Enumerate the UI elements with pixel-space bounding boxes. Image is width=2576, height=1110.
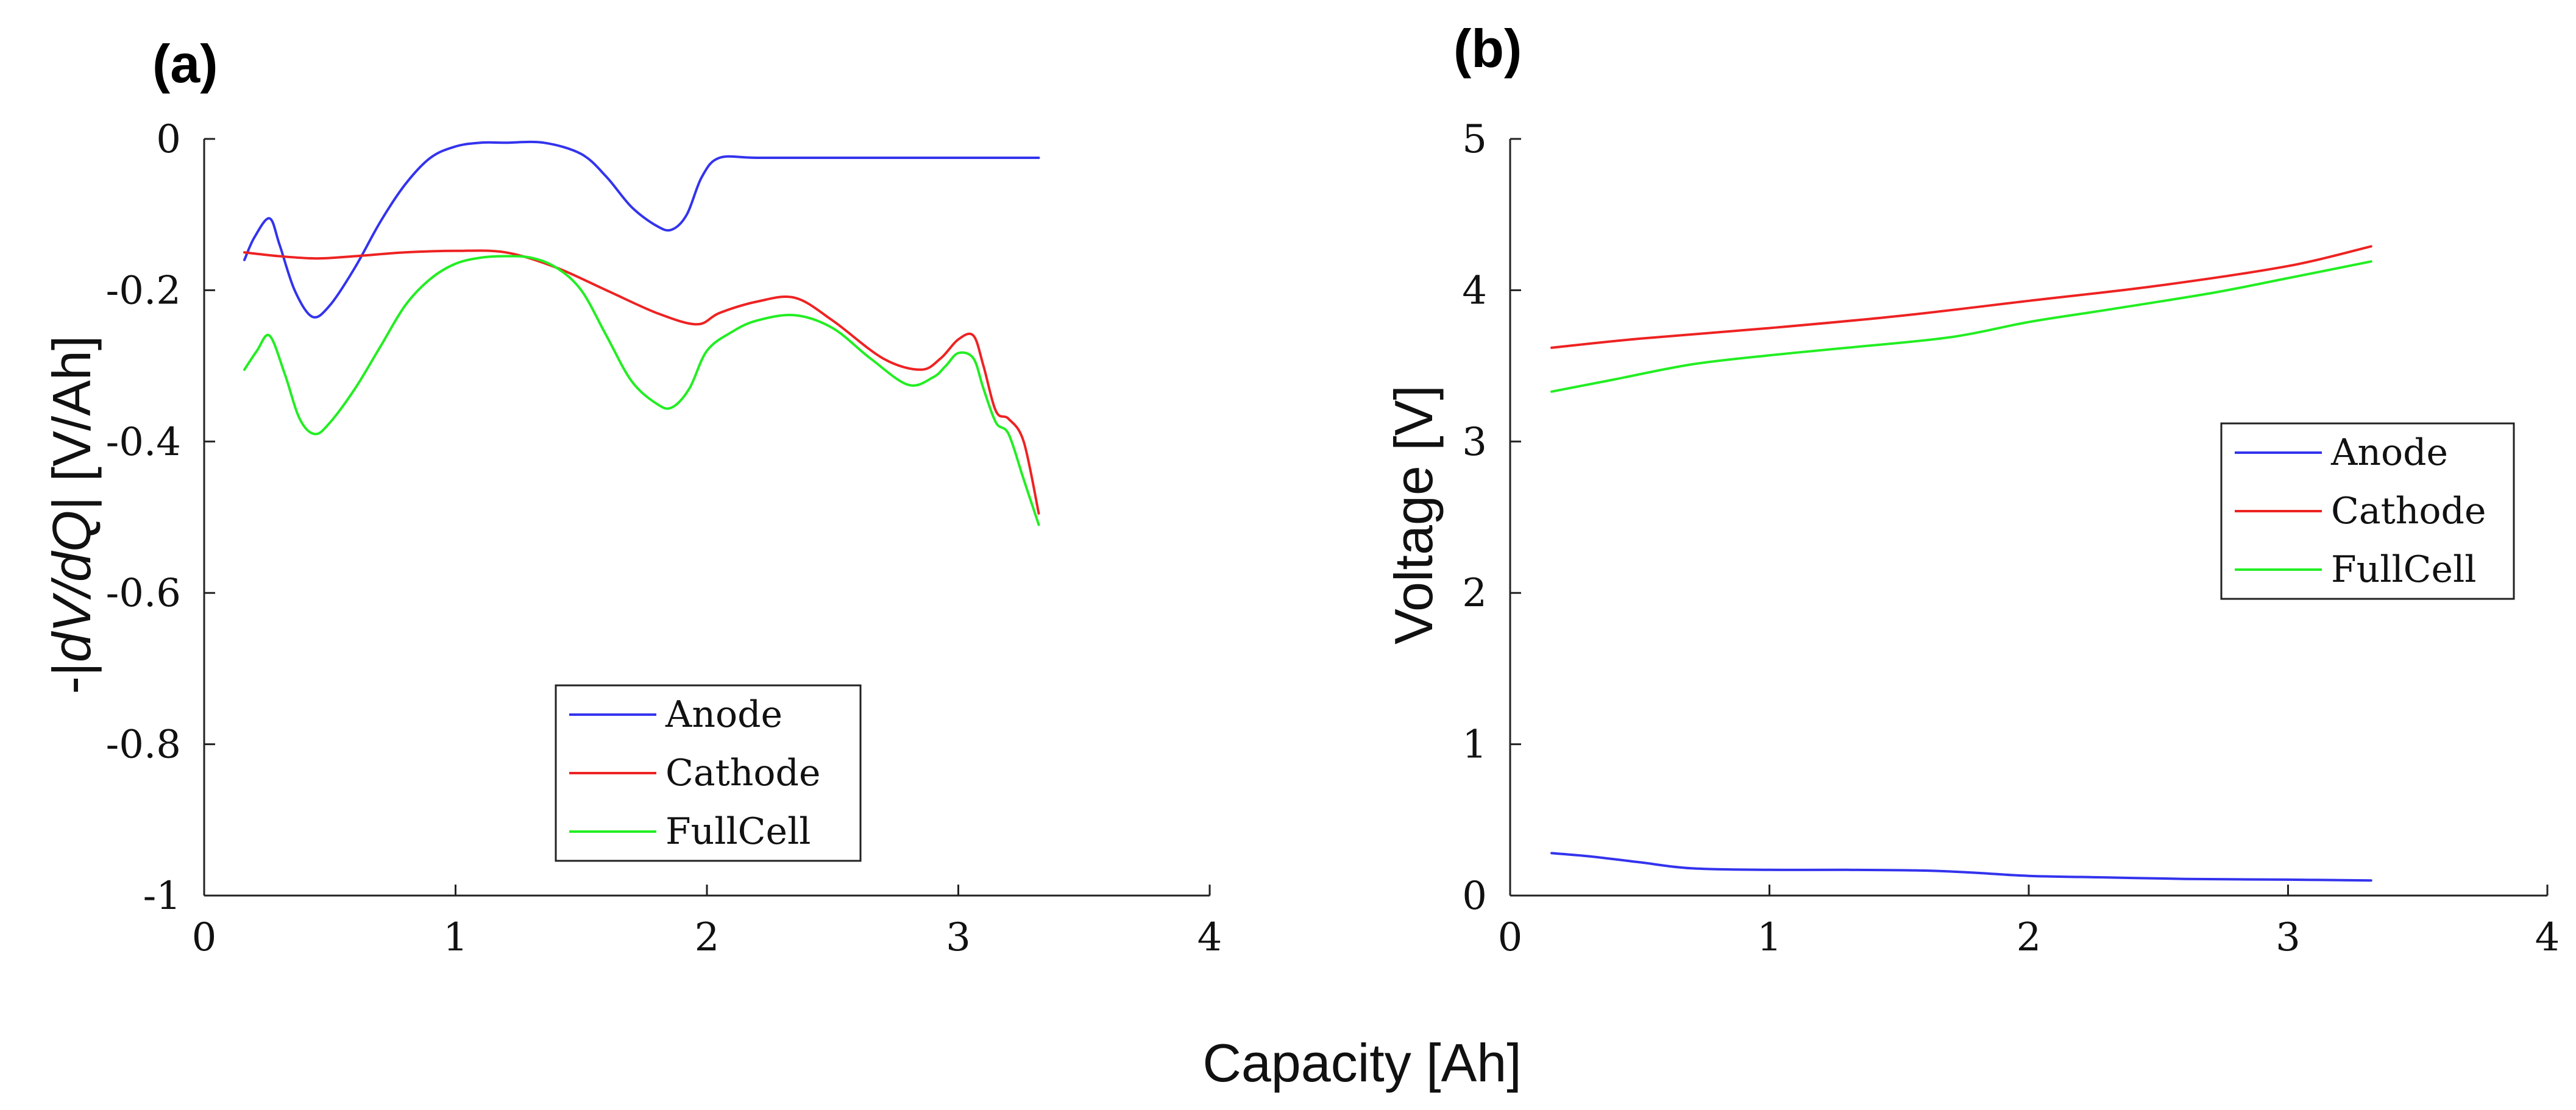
panel-b-x-tick-label: 3 xyxy=(2276,915,2301,960)
panel-b-y-axis-label: Voltage [V] xyxy=(1383,385,1444,645)
panel-a-series-anode xyxy=(243,140,1040,319)
panel-a-y-tick-label: -0.6 xyxy=(106,571,181,616)
panel-b-x-tick-label: 2 xyxy=(2017,915,2042,960)
chart-panel-b: (b) Voltage [V] 0 1 2 3 4 0 1 2 3 4 5 Anode Cathode F… xyxy=(1383,18,2560,960)
panel-b-y-tick-label: 1 xyxy=(1462,723,1487,768)
chart-panel-a: (a) -|dV/dQ| [V/Ah] 0 1 2 3 4 0 -0.2 -0.4 -0.6 -0… xyxy=(41,34,1222,960)
panel-b-series-cathode xyxy=(1550,245,2372,349)
panel-a-x-tick-label: 4 xyxy=(1198,915,1222,960)
shared-x-axis-label: Capacity [Ah] xyxy=(1202,1033,1521,1093)
panel-b-y-tick-label: 0 xyxy=(1462,874,1487,919)
panel-a-y-tick-label: 0 xyxy=(156,117,181,162)
panel-b-legend: Anode Cathode FullCell xyxy=(2220,422,2515,600)
panel-b-series-anode xyxy=(1550,852,2372,882)
panel-a-y-tick-label: -0.8 xyxy=(106,723,181,768)
panel-b-y-tick-label: 5 xyxy=(1462,117,1487,162)
panel-a-series-fullcell xyxy=(243,255,1040,526)
panel-a-y-axis-label-prefix: -| xyxy=(41,662,102,694)
panel-a-y-axis-label: -|dV/dQ| [V/Ah] xyxy=(41,336,102,695)
panel-b-x-tick-label: 1 xyxy=(1757,915,1782,960)
panel-a-y-tick-label: -0.2 xyxy=(106,268,181,313)
panel-a-x-tick-label: 0 xyxy=(192,915,217,960)
panel-a-y-tick-label: -0.4 xyxy=(106,420,181,465)
panel-b-y-tick-label: 2 xyxy=(1462,571,1487,616)
panel-a-x-tick-label: 2 xyxy=(695,915,720,960)
panel-b-x-tick-label: 0 xyxy=(1498,915,1523,960)
panel-b-label: (b) xyxy=(1453,18,1522,79)
panel-a-legend-label-fullcell: FullCell xyxy=(665,810,811,853)
panel-b-series-fullcell xyxy=(1550,260,2372,393)
panel-a-legend-label-cathode: Cathode xyxy=(665,752,820,794)
panel-a-y-tick-label: -1 xyxy=(143,874,181,919)
panel-b-y-tick-label: 3 xyxy=(1462,420,1487,465)
panel-b-legend-label-fullcell: FullCell xyxy=(2331,548,2476,591)
panel-a-label: (a) xyxy=(152,34,218,94)
panel-b-x-tick-label: 4 xyxy=(2535,915,2560,960)
panel-b-legend-label-anode: Anode xyxy=(2330,431,2448,474)
panel-a-x-tick-label: 3 xyxy=(946,915,971,960)
panel-b-y-tick-label: 4 xyxy=(1462,268,1487,313)
panel-a-series-cathode xyxy=(243,249,1040,515)
panel-a-legend: Anode Cathode FullCell xyxy=(555,684,862,862)
panel-a-x-tick-label: 1 xyxy=(443,915,468,960)
panel-b-legend-label-cathode: Cathode xyxy=(2331,490,2486,532)
panel-a-y-axis-label-italic: dV/dQ xyxy=(41,511,102,662)
panel-a-y-axis-label-suffix: | [V/Ah] xyxy=(41,336,102,511)
panel-a-legend-label-anode: Anode xyxy=(665,693,782,736)
